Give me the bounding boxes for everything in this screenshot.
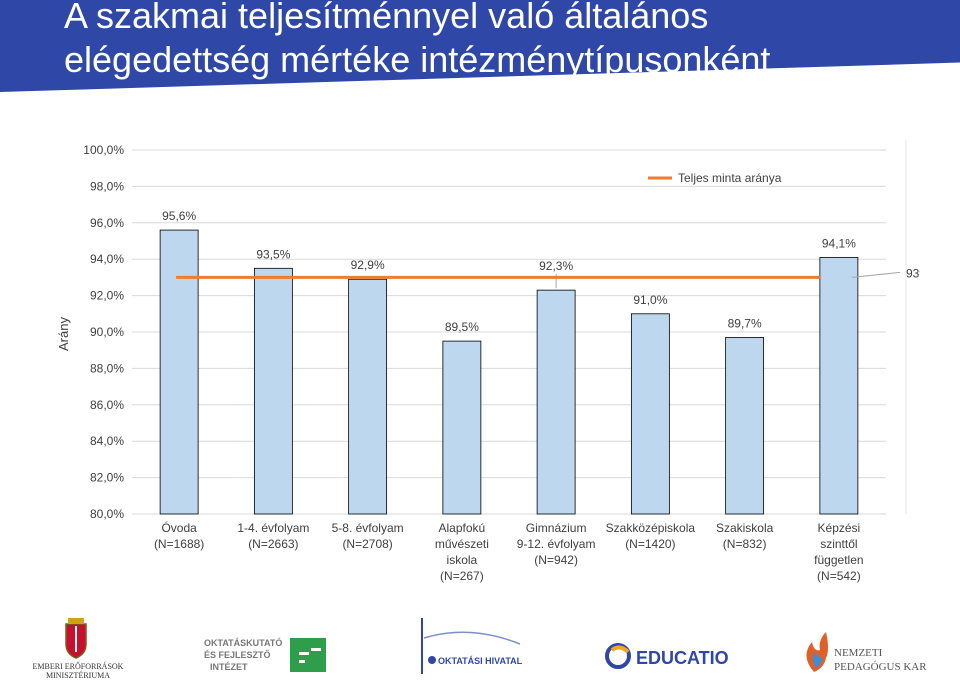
data-label: 92,3% bbox=[539, 259, 573, 273]
x-tick-label: szinttől bbox=[820, 537, 857, 551]
data-label: 93,5% bbox=[256, 247, 290, 261]
flame-icon bbox=[806, 632, 828, 672]
y-tick-label: 100,0% bbox=[83, 143, 124, 157]
x-tick-label: Gimnázium bbox=[526, 521, 587, 535]
x-tick-label: 9-12. évfolyam bbox=[517, 537, 596, 551]
crown-icon bbox=[68, 618, 84, 624]
x-tick-label: (N=942) bbox=[534, 553, 578, 567]
x-tick-label: Szakközépiskola bbox=[606, 521, 696, 535]
x-tick-label: iskola bbox=[447, 553, 478, 567]
arc-icon bbox=[423, 631, 521, 645]
x-tick-label: (N=832) bbox=[723, 537, 767, 551]
bar bbox=[630, 313, 670, 515]
emmi-logo: EMBERI ERŐFORRÁSOK MINISZTÉRIUMA bbox=[33, 618, 124, 680]
bar bbox=[253, 267, 293, 515]
x-tick-label: 5-8. évfolyam bbox=[332, 521, 404, 535]
reference-line-label: 93% bbox=[906, 266, 920, 280]
npk-text-line-2: PEDAGÓGUS KAR bbox=[834, 661, 927, 673]
data-label: 91,0% bbox=[633, 293, 667, 307]
bar bbox=[442, 340, 482, 515]
y-tick-label: 82,0% bbox=[90, 471, 124, 485]
data-label: 92,9% bbox=[351, 258, 385, 272]
x-tick-label: (N=542) bbox=[817, 569, 861, 583]
educatio-swirl-icon bbox=[605, 643, 631, 669]
legend-label: Teljes minta aránya bbox=[678, 171, 782, 185]
x-tick-label: Óvoda bbox=[161, 520, 197, 535]
npk-logo: NEMZETI PEDAGÓGUS KAR bbox=[806, 632, 927, 673]
bar-chart: 100,0% 98,0% 96,0% 94,0% 92,0% 90,0% 88,0% 86,0… bbox=[56, 140, 920, 583]
oktatasi-hivatal-logo: OKTATÁSI HIVATAL bbox=[421, 618, 523, 674]
title-line-1: A szakmai teljesítménnyel való általános bbox=[64, 0, 709, 36]
data-label: 89,7% bbox=[728, 316, 762, 330]
x-tick-label: művészeti bbox=[435, 537, 489, 551]
bar bbox=[536, 289, 576, 515]
x-tick-label: (N=267) bbox=[440, 569, 484, 583]
bar bbox=[819, 256, 859, 515]
oktatasi-hivatal-text: OKTATÁSI HIVATAL bbox=[438, 656, 523, 666]
y-tick-label: 96,0% bbox=[90, 216, 124, 230]
ofi-logo-line-1: OKTATÁSKUTATÓ bbox=[204, 637, 282, 648]
ofi-logo: OKTATÁSKUTATÓ ÉS FEJLESZTŐ INTÉZET bbox=[204, 637, 326, 672]
ofi-logo-line-3: INTÉZET bbox=[210, 662, 248, 672]
x-tick-label: Képzési bbox=[818, 521, 861, 535]
reference-label-leader bbox=[851, 271, 901, 278]
y-tick-label: 88,0% bbox=[90, 361, 124, 375]
emmi-logo-line-1: EMBERI ERŐFORRÁSOK bbox=[33, 661, 124, 671]
y-tick-label: 84,0% bbox=[90, 434, 124, 448]
educatio-text: EDUCATIO bbox=[636, 648, 729, 668]
x-tick-label: (N=1688) bbox=[154, 537, 204, 551]
x-tick-label: (N=1420) bbox=[625, 537, 675, 551]
y-tick-label: 80,0% bbox=[90, 507, 124, 521]
y-tick-label: 90,0% bbox=[90, 325, 124, 339]
title-line-2: elégedettség mértéke intézménytípusonkén… bbox=[64, 39, 771, 80]
page-title: A szakmai teljesítménnyel való általános… bbox=[64, 0, 770, 82]
x-tick-label: (N=2708) bbox=[342, 537, 392, 551]
data-label: 95,6% bbox=[162, 209, 196, 223]
data-label: 94,1% bbox=[822, 236, 856, 250]
x-tick-label: 1-4. évfolyam bbox=[237, 521, 309, 535]
y-tick-label: 98,0% bbox=[90, 179, 124, 193]
y-tick-label: 92,0% bbox=[90, 289, 124, 303]
educatio-logo: EDUCATIO bbox=[605, 643, 729, 669]
x-tick-label: Alapfokú bbox=[439, 521, 486, 535]
x-tick-label: (N=2663) bbox=[248, 537, 298, 551]
y-axis-title: Arány bbox=[56, 317, 71, 351]
y-tick-label: 94,0% bbox=[90, 252, 124, 266]
bar bbox=[348, 278, 388, 515]
x-tick-label: Szakiskola bbox=[716, 521, 774, 535]
bar bbox=[159, 229, 199, 515]
npk-text-line-1: NEMZETI bbox=[834, 647, 883, 659]
x-tick-label: független bbox=[814, 553, 863, 567]
emmi-logo-line-2: MINISZTÉRIUMA bbox=[46, 670, 110, 680]
dot-icon bbox=[428, 656, 436, 664]
data-label: 89,5% bbox=[445, 320, 479, 334]
ofi-logo-line-2: ÉS FEJLESZTŐ bbox=[204, 649, 271, 660]
bar bbox=[725, 337, 765, 515]
footer-logos: EMBERI ERŐFORRÁSOK MINISZTÉRIUMA OKTATÁS… bbox=[33, 618, 927, 680]
y-tick-label: 86,0% bbox=[90, 398, 124, 412]
